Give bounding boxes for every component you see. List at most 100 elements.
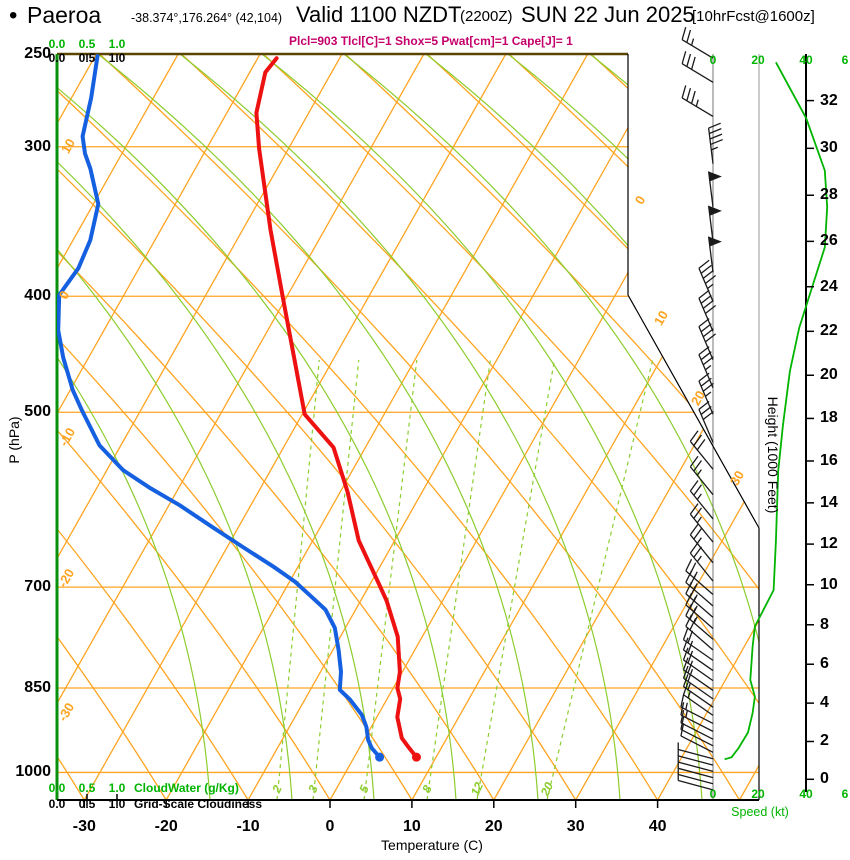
wind-barb-full-tick <box>698 318 710 328</box>
speed-tick-label-bottom: 20 <box>751 787 765 801</box>
speed-tick-label-bottom: 40 <box>799 787 813 801</box>
wind-barb-full-tick <box>687 640 694 654</box>
dry-adiabat-line <box>262 54 759 800</box>
stability-params: Plcl=903 Tlcl[C]=1 Shox=5 Pwat[cm]=1 Cap… <box>289 34 573 48</box>
wind-barb-full-tick <box>702 356 714 366</box>
cloudiness-scale-tick-bottom: 0.5 <box>78 797 96 811</box>
wind-barb-full-tick <box>687 668 694 682</box>
wind-barb <box>685 615 714 640</box>
wind-barb <box>683 669 714 691</box>
moist-adiabat-line <box>57 54 375 800</box>
height-tick-label: 18 <box>820 409 838 427</box>
wind-barb-half-tick <box>685 702 688 710</box>
wind-barb <box>685 593 714 618</box>
temperature-tick-label: -20 <box>154 818 178 835</box>
height-tick-label: 32 <box>820 91 838 109</box>
wind-barb-full-tick <box>689 607 697 620</box>
pressure-axis-title: P (hPa) <box>6 416 22 464</box>
pressure-tick-label: 700 <box>24 578 51 596</box>
wind-barb-half-tick <box>687 691 692 699</box>
wind-barb-full-tick <box>693 460 702 472</box>
wind-barb-full-tick <box>689 430 699 442</box>
wind-barb <box>707 205 714 242</box>
pressure-tick-label: 400 <box>24 287 51 305</box>
dewpoint-curve <box>57 54 382 760</box>
dry-adiabat-line <box>57 54 495 800</box>
isotherm-line <box>57 54 425 800</box>
wind-barb-half-tick <box>687 682 692 690</box>
wind-barb <box>683 677 714 700</box>
wind-barb-full-tick <box>698 400 710 410</box>
wind-barb-full-tick <box>682 674 689 687</box>
temperature-tick-label: 20 <box>484 818 503 835</box>
isotherm-line <box>57 54 179 800</box>
wind-barb-full-tick <box>687 630 694 644</box>
wind-barb <box>685 581 714 607</box>
plot-frame <box>55 52 807 801</box>
wind-barb <box>680 728 714 747</box>
wind-barb <box>681 97 714 117</box>
wind-barb-full-tick <box>682 647 689 661</box>
height-tick-label: 12 <box>820 535 838 553</box>
wind-barb <box>678 773 714 785</box>
wind-barb-half-tick <box>696 516 702 524</box>
temperature-tick-label: 0 <box>325 818 335 835</box>
height-tick-label: 30 <box>820 139 838 157</box>
wind-barb-half-tick <box>695 99 699 107</box>
wind-barb <box>678 761 714 773</box>
wind-barb <box>685 625 714 651</box>
wind-barb-full-tick <box>702 328 714 338</box>
wind-barb-full-tick <box>704 274 717 284</box>
moist-adiabat-line <box>343 54 759 800</box>
pressure-tick-label: 1000 <box>15 763 51 781</box>
wind-barb-full-tick <box>686 88 692 101</box>
mixing-ratio-line <box>363 359 418 800</box>
cloudiness-scale-tick-top: 0.5 <box>78 51 96 65</box>
wind-barb-full-tick <box>702 382 714 392</box>
wind-barb <box>680 722 714 740</box>
wind-barb-full-tick <box>708 122 721 129</box>
wind-barb <box>680 706 714 725</box>
surface-temperature-dot <box>411 752 421 762</box>
wind-barb-full-tick <box>682 657 689 671</box>
temperature-tick-label: -10 <box>236 818 260 835</box>
wind-barb-full-tick <box>685 558 693 572</box>
wind-barb <box>698 354 714 389</box>
station-coordinates: -38.374°,176.264° (42,104) <box>131 11 283 25</box>
cloudwater-scale-tick-bottom: 0.5 <box>78 781 96 795</box>
wind-barb-pennant <box>708 236 722 247</box>
wind-barb-half-tick <box>690 38 695 46</box>
height-tick-label: 22 <box>820 322 838 340</box>
wind-barb <box>678 779 714 791</box>
wind-barb-full-tick <box>685 570 693 583</box>
wind-barb-half-tick <box>704 364 712 371</box>
wind-barb <box>680 735 714 753</box>
cloudwater-scale-tick-top: 0.0 <box>48 37 66 51</box>
speed-tick-label-top: 6 <box>841 53 849 67</box>
wind-barb-pennant <box>708 205 722 216</box>
wind-barb-full-tick <box>693 484 702 496</box>
isotherm-line <box>165 54 589 800</box>
moist-adiabat-line <box>57 54 293 800</box>
wind-barb <box>689 513 714 543</box>
wind-barb-full-tick <box>693 528 702 540</box>
speed-tick-label-top: 0 <box>709 53 717 67</box>
height-tick-label: 24 <box>820 277 838 295</box>
dry-adiabat-line <box>57 54 659 800</box>
valid-date: SUN 22 Jun 2025 <box>521 2 695 27</box>
dry-adiabat-line <box>426 54 759 800</box>
wind-barb-full-tick <box>689 455 699 468</box>
cloudwater-scale-tick-bottom: 1.0 <box>108 781 126 795</box>
isotherm-line <box>411 54 759 800</box>
dry-adiabat-line <box>57 54 167 800</box>
wind-barb <box>707 127 714 164</box>
wind-barb <box>683 649 714 672</box>
wind-barb-full-tick <box>687 660 694 674</box>
moist-adiabat-line <box>507 54 759 800</box>
station-bullet-icon: • <box>9 2 18 29</box>
wind-barb <box>683 694 714 716</box>
wind-barb-full-tick <box>680 702 685 716</box>
wind-barb-half-tick <box>693 616 698 624</box>
